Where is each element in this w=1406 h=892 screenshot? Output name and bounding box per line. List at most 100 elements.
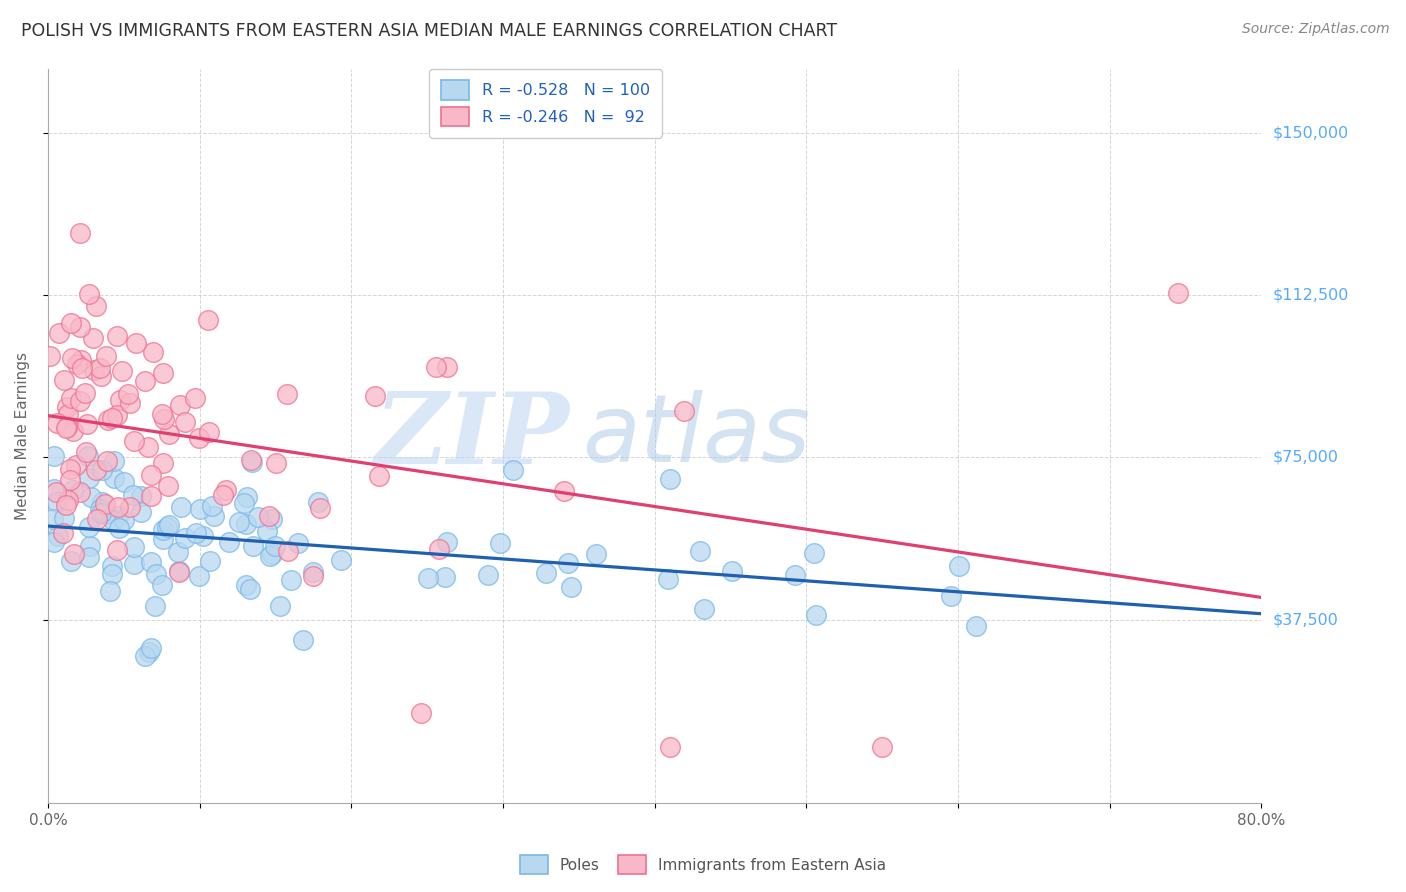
Point [59, 473, 82, 487]
Point [434, 570, 457, 584]
Point [167, 565, 190, 579]
Point [114, 475, 136, 490]
Point [560, 580, 582, 594]
Point [122, 434, 145, 448]
Point [693, 602, 716, 616]
Point [202, 508, 225, 523]
Y-axis label: Median Male Earnings: Median Male Earnings [15, 351, 30, 520]
Point [77, 519, 100, 533]
Point [107, 329, 129, 343]
Point [188, 431, 211, 445]
Point [152, 456, 174, 470]
Point [38, 349, 60, 363]
Point [277, 544, 299, 558]
Point [364, 389, 387, 403]
Point [239, 452, 262, 467]
Point [280, 573, 302, 587]
Point [59, 461, 82, 475]
Text: $75,000: $75,000 [1272, 450, 1339, 465]
Point [659, 472, 682, 486]
Point [112, 513, 135, 527]
Point [44, 534, 66, 549]
Point [188, 502, 211, 516]
Point [79, 286, 101, 301]
Point [134, 649, 156, 664]
Point [77, 449, 100, 463]
Point [55, 421, 77, 435]
Point [425, 360, 447, 375]
Point [103, 471, 125, 485]
Point [103, 453, 125, 467]
Point [107, 508, 129, 523]
Point [107, 542, 129, 557]
Point [170, 500, 193, 514]
Point [56, 400, 79, 414]
Point [138, 645, 160, 659]
Point [167, 566, 190, 580]
Point [141, 556, 163, 570]
Point [56, 407, 79, 421]
Point [72, 360, 94, 375]
Point [257, 509, 280, 524]
Point [108, 521, 131, 535]
Point [41, 512, 63, 526]
Point [89, 361, 111, 376]
Point [156, 520, 179, 534]
Point [108, 393, 131, 408]
Point [69, 485, 91, 500]
Point [198, 425, 221, 439]
Point [188, 569, 211, 583]
Point [309, 501, 332, 516]
Point [97, 413, 120, 427]
Point [262, 547, 284, 561]
Point [152, 366, 174, 380]
Point [167, 545, 190, 559]
Text: $112,500: $112,500 [1272, 288, 1348, 303]
Text: $150,000: $150,000 [1272, 126, 1348, 141]
Point [145, 566, 167, 581]
Point [45, 495, 67, 509]
Point [198, 554, 221, 568]
Point [232, 496, 254, 510]
Point [247, 509, 270, 524]
Point [218, 534, 240, 549]
Point [107, 500, 129, 514]
Point [948, 558, 970, 573]
Point [89, 502, 111, 516]
Point [101, 566, 124, 581]
Point [259, 549, 281, 564]
Point [585, 547, 607, 561]
Text: ZIP: ZIP [375, 388, 569, 484]
Point [118, 396, 141, 410]
Point [157, 518, 180, 533]
Point [174, 415, 197, 429]
Point [689, 544, 711, 558]
Point [502, 462, 524, 476]
Point [436, 534, 458, 549]
Point [75, 445, 97, 459]
Point [672, 404, 695, 418]
Point [91, 495, 114, 509]
Point [215, 483, 238, 498]
Point [124, 336, 146, 351]
Legend: Poles, Immigrants from Eastern Asia: Poles, Immigrants from Eastern Asia [515, 849, 891, 880]
Point [870, 739, 893, 754]
Point [73, 386, 96, 401]
Point [157, 479, 180, 493]
Point [803, 546, 825, 560]
Point [59, 391, 82, 405]
Point [436, 359, 458, 374]
Point [60, 351, 83, 365]
Point [59, 316, 82, 330]
Point [235, 517, 257, 532]
Point [48, 326, 70, 340]
Legend: R = -0.528   N = 100, R = -0.246   N =  92: R = -0.528 N = 100, R = -0.246 N = 92 [429, 70, 661, 137]
Point [96, 454, 118, 468]
Point [63, 547, 86, 561]
Point [79, 539, 101, 553]
Point [101, 513, 124, 527]
Point [69, 319, 91, 334]
Point [720, 564, 742, 578]
Point [90, 368, 112, 383]
Point [276, 386, 298, 401]
